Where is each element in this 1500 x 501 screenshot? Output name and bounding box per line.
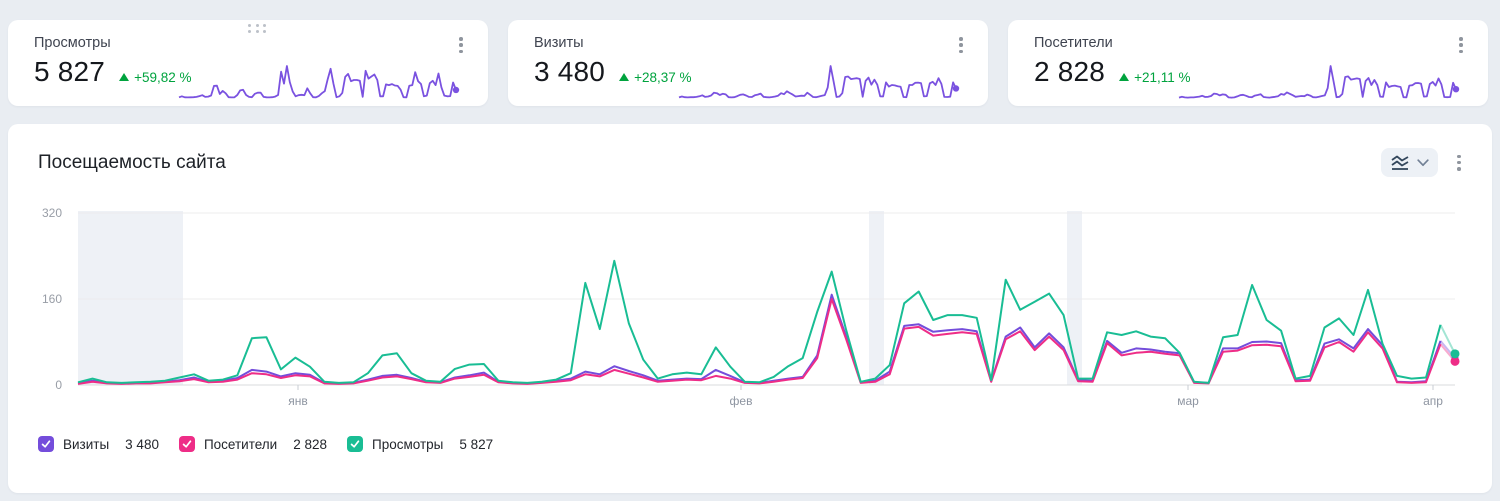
metric-row: 3 480 +28,37 % bbox=[534, 56, 692, 88]
widget-title: Посетители bbox=[1034, 35, 1113, 51]
highlight-band bbox=[869, 211, 884, 385]
drag-handle-icon[interactable] bbox=[248, 24, 268, 34]
legend-label: Визиты bbox=[63, 436, 110, 452]
chart-type-selector[interactable] bbox=[1381, 148, 1438, 177]
widget-menu-icon[interactable] bbox=[954, 36, 968, 54]
legend-value: 3 480 bbox=[125, 436, 159, 452]
chart-series bbox=[77, 259, 1460, 385]
sparkline bbox=[678, 65, 960, 99]
checkbox-checked[interactable] bbox=[38, 436, 54, 452]
traffic-chart-svg bbox=[77, 211, 1460, 390]
legend-item-visitors[interactable]: Посетители 2 828 bbox=[178, 436, 328, 452]
widget-visits: Визиты 3 480 +28,37 % bbox=[508, 20, 988, 106]
legend-item-visits[interactable]: Визиты 3 480 bbox=[38, 436, 159, 452]
chart-title: Посещаемость сайта bbox=[38, 151, 226, 173]
x-tick-label: янв bbox=[288, 394, 308, 408]
chart-legend: Визиты 3 480 Посетители 2 828 Прос bbox=[38, 436, 513, 452]
metric-value: 3 480 bbox=[534, 56, 606, 87]
y-tick-label: 320 bbox=[41, 206, 62, 220]
widget-menu-icon[interactable] bbox=[454, 36, 468, 54]
triangle-up-icon bbox=[119, 73, 130, 81]
metric-row: 5 827 +59,82 % bbox=[34, 56, 192, 88]
legend-value: 5 827 bbox=[459, 436, 494, 452]
chevron-down-icon bbox=[1417, 158, 1429, 166]
delta-text: +21,11 % bbox=[1134, 69, 1191, 85]
checkbox-checked[interactable] bbox=[347, 436, 364, 452]
sparkline bbox=[178, 65, 460, 99]
metric-value: 2 828 bbox=[1034, 56, 1106, 87]
legend-label: Посетители bbox=[203, 436, 278, 452]
widgets-row: Просмотры 5 827 +59,82 % Визиты 3 480 +2… bbox=[8, 20, 1492, 106]
y-tick-label: 160 bbox=[41, 292, 62, 306]
delta-badge: +21,11 % bbox=[1119, 69, 1191, 85]
traffic-card-header: Посещаемость сайта bbox=[38, 148, 1466, 177]
legend-label: Просмотры bbox=[372, 436, 444, 452]
triangle-up-icon bbox=[1119, 73, 1130, 81]
delta-text: +28,37 % bbox=[634, 69, 692, 85]
checkbox-checked[interactable] bbox=[178, 436, 195, 452]
y-tick-label: 0 bbox=[55, 378, 62, 392]
delta-badge: +59,82 % bbox=[119, 69, 192, 85]
line-chart-icon bbox=[1391, 155, 1409, 170]
legend-value: 2 828 bbox=[293, 436, 328, 452]
checkmark-icon bbox=[182, 440, 192, 448]
traffic-card: Посещаемость сайта bbox=[8, 124, 1492, 493]
checkmark-icon bbox=[350, 440, 360, 448]
metric-value: 5 827 bbox=[34, 56, 106, 87]
x-tick-label: мар bbox=[1177, 394, 1199, 408]
delta-badge: +28,37 % bbox=[619, 69, 692, 85]
legend-item-views[interactable]: Просмотры 5 827 bbox=[347, 436, 493, 452]
widget-title: Визиты bbox=[534, 35, 584, 51]
x-tick-label: апр bbox=[1423, 394, 1443, 408]
highlight-band bbox=[1067, 211, 1082, 385]
widget-title: Просмотры bbox=[34, 35, 111, 51]
triangle-up-icon bbox=[619, 73, 630, 81]
highlight-band bbox=[78, 211, 183, 385]
widget-visitors: Посетители 2 828 +21,11 % bbox=[1008, 20, 1488, 106]
x-tick-label: фев bbox=[729, 394, 753, 408]
checkmark-icon bbox=[41, 440, 51, 448]
delta-text: +59,82 % bbox=[134, 69, 192, 85]
widget-menu-icon[interactable] bbox=[1454, 36, 1468, 54]
widget-views: Просмотры 5 827 +59,82 % bbox=[8, 20, 488, 106]
chart-menu-icon[interactable] bbox=[1452, 154, 1466, 172]
metric-row: 2 828 +21,11 % bbox=[1034, 56, 1191, 88]
sparkline bbox=[1178, 65, 1460, 99]
